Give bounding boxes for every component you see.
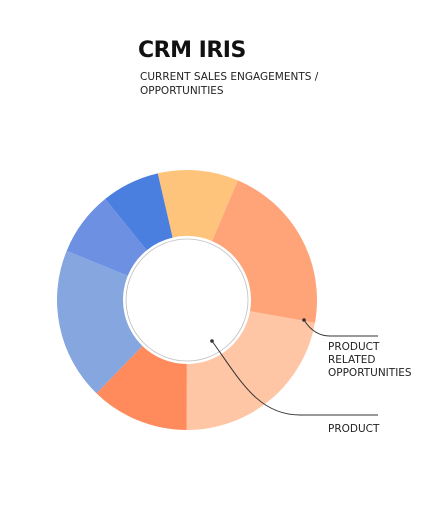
segment (212, 180, 317, 323)
segment (186, 311, 315, 431)
annotation: PRODUCT RELATED OPPORTUNITIES (328, 341, 412, 379)
hole (150, 263, 224, 337)
ring-outline (124, 237, 250, 363)
segment (157, 170, 238, 242)
segment (66, 198, 147, 276)
segment (105, 173, 173, 251)
segment (96, 345, 187, 430)
annotation: PRODUCT (328, 423, 380, 435)
segment (57, 250, 143, 394)
chart-subtitle: CURRENT SALES ENGAGEMENTS / OPPORTUNITIE… (140, 71, 319, 97)
ring-outline (125, 238, 249, 362)
leader-dot (302, 318, 306, 322)
leader-line (303, 319, 378, 337)
leader-dot (210, 339, 214, 343)
leader-line (211, 340, 378, 416)
chart-title: CRM IRIS (138, 38, 246, 63)
